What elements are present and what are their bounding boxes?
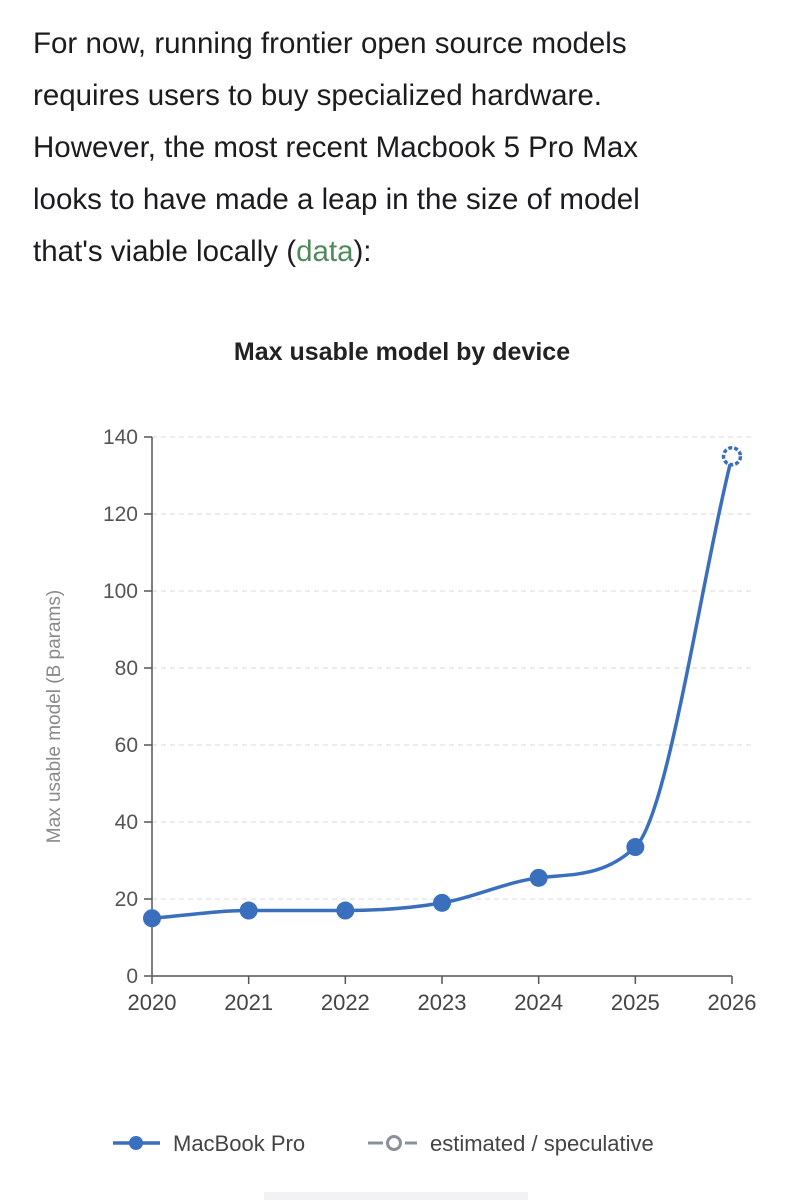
y-tick-label: 60 bbox=[115, 734, 138, 757]
axis-layer: 0 20 40 60 80 100 120 140 2020 2021 2022 2023 2024 20… bbox=[44, 426, 756, 1015]
intro-line-4: looks to have made a leap in the size of… bbox=[33, 183, 640, 216]
legend-marker-hollow bbox=[386, 1135, 402, 1151]
series-layer bbox=[143, 446, 743, 928]
bottom-edge-bar bbox=[264, 1192, 528, 1200]
data-point bbox=[239, 901, 258, 920]
data-link[interactable]: data bbox=[296, 235, 354, 268]
y-tick-label: 120 bbox=[103, 503, 138, 526]
intro-line-2: requires users to buy specialized hardwa… bbox=[33, 79, 602, 112]
y-tick-label: 140 bbox=[103, 426, 138, 449]
data-point bbox=[529, 868, 548, 887]
chart-title: Max usable model by device bbox=[233, 338, 571, 366]
x-tick-label: 2021 bbox=[224, 990, 273, 1015]
data-point bbox=[143, 909, 161, 928]
y-axis-label: Max usable model (B params) bbox=[44, 590, 65, 843]
y-tick-label: 0 bbox=[126, 965, 138, 988]
intro-line-5: that's viable locally (data): bbox=[33, 226, 773, 278]
intro-paragraph: For now, running frontier open source mo… bbox=[33, 18, 773, 278]
y-tick-label: 20 bbox=[115, 888, 138, 911]
legend-label-estimated: estimated / speculative bbox=[430, 1131, 654, 1156]
chart-legend: MacBook Pro estimated / speculative bbox=[113, 1131, 654, 1156]
x-tick-label: 2023 bbox=[418, 990, 467, 1015]
data-point bbox=[336, 901, 355, 920]
intro-line-5-end: ): bbox=[353, 235, 372, 268]
x-tick-label: 2022 bbox=[321, 990, 370, 1015]
data-point-estimated bbox=[721, 446, 743, 467]
data-point bbox=[433, 893, 451, 912]
x-tick-label: 2025 bbox=[611, 990, 660, 1015]
intro-line-1: For now, running frontier open source mo… bbox=[33, 27, 627, 60]
x-tick-label: 2026 bbox=[708, 990, 757, 1015]
y-tick-label: 100 bbox=[103, 580, 138, 603]
legend-label-macbook-pro: MacBook Pro bbox=[173, 1131, 305, 1156]
intro-line-5-start: that's viable locally ( bbox=[33, 235, 297, 268]
legend-marker-solid bbox=[129, 1136, 143, 1150]
intro-line-3: However, the most recent Macbook 5 Pro M… bbox=[33, 131, 639, 164]
y-tick-label: 80 bbox=[115, 657, 138, 680]
x-tick-label: 2024 bbox=[514, 990, 563, 1015]
grid-layer bbox=[152, 436, 752, 900]
y-tick-label: 40 bbox=[115, 811, 138, 834]
x-tick-label: 2020 bbox=[128, 990, 177, 1015]
series-line-macbook-pro bbox=[151, 455, 734, 920]
data-point bbox=[626, 838, 645, 857]
